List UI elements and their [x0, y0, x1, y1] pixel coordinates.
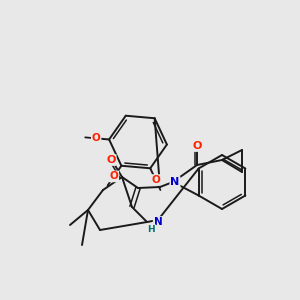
Text: O: O: [110, 171, 118, 182]
Text: O: O: [152, 175, 160, 185]
Text: N: N: [154, 217, 162, 227]
Text: O: O: [106, 155, 116, 165]
Text: N: N: [170, 177, 180, 187]
Text: O: O: [92, 133, 100, 143]
Text: O: O: [192, 141, 202, 151]
Text: H: H: [147, 224, 155, 233]
